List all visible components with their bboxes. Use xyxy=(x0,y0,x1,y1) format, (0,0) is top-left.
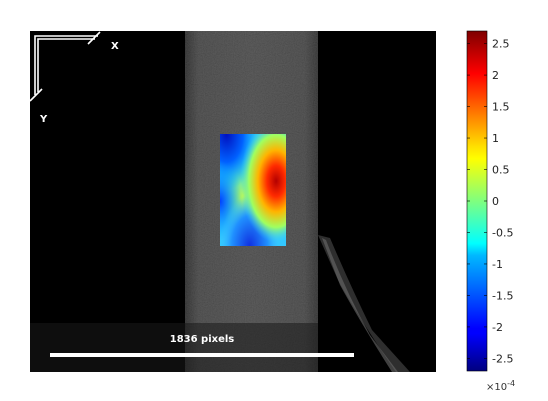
scale-bar-label: 1836 pixels xyxy=(170,334,235,345)
colorbar-tick-label: -0.5 xyxy=(492,226,513,239)
axis-indicator: X Y xyxy=(29,31,119,125)
extensometer-arm xyxy=(318,235,410,372)
strain-map xyxy=(220,134,286,246)
colorbar-tick-label: -1 xyxy=(492,258,503,271)
colorbar-exponent-power: -4 xyxy=(507,379,515,388)
y-axis-label: Y xyxy=(39,114,48,125)
scale-bar-line xyxy=(50,353,354,357)
x-axis-label: X xyxy=(111,41,119,52)
colorbar-tick-label: 1.5 xyxy=(492,101,510,114)
colorbar-tick-label: 2 xyxy=(492,69,499,82)
colorbar-ticks: 2.5 2 1.5 1 0.5 0 -0.5 -1 -1.5 -2 -2.5 xyxy=(467,38,513,365)
colorbar: 2.5 2 1.5 1 0.5 0 -0.5 -1 -1.5 -2 -2.5 ×10-4 xyxy=(466,30,515,393)
colorbar-tick-label: 0.5 xyxy=(492,164,510,177)
colorbar-exponent-base: ×10 xyxy=(486,382,507,393)
colorbar-tick-label: 0 xyxy=(492,195,499,208)
colorbar-tick-label: -2.5 xyxy=(492,352,513,365)
colorbar-exponent: ×10-4 xyxy=(486,379,515,393)
colorbar-tick-label: 2.5 xyxy=(492,38,510,51)
colorbar-tick-label: -1.5 xyxy=(492,289,513,302)
colorbar-tick-label: 1 xyxy=(492,132,499,145)
colorbar-tick-label: -2 xyxy=(492,321,503,334)
scale-bar: 1836 pixels xyxy=(30,323,354,372)
